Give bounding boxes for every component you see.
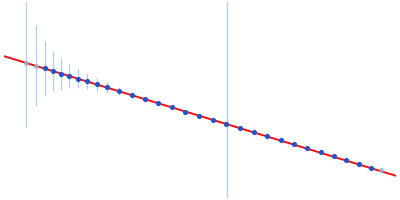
Point [66, 75, 72, 78]
Point [168, 106, 175, 109]
Point [210, 118, 216, 121]
Point [104, 86, 111, 89]
Point [33, 64, 39, 67]
Point [196, 114, 202, 117]
Point [356, 162, 362, 165]
Point [50, 69, 56, 73]
Point [155, 102, 162, 105]
Point [378, 169, 385, 172]
Point [277, 139, 284, 142]
Point [42, 67, 48, 70]
Point [84, 80, 90, 83]
Point [317, 151, 324, 154]
Point [116, 90, 123, 93]
Point [330, 154, 337, 158]
Point [142, 98, 148, 101]
Point [223, 122, 229, 125]
Point [304, 147, 310, 150]
Point [264, 135, 270, 138]
Point [343, 158, 350, 161]
Point [237, 127, 243, 130]
Point [58, 72, 64, 75]
Point [93, 83, 100, 86]
Point [182, 110, 189, 113]
Point [368, 166, 374, 169]
Point [74, 77, 81, 80]
Point [290, 143, 297, 146]
Point [250, 131, 257, 134]
Point [128, 93, 135, 97]
Point [22, 61, 29, 65]
